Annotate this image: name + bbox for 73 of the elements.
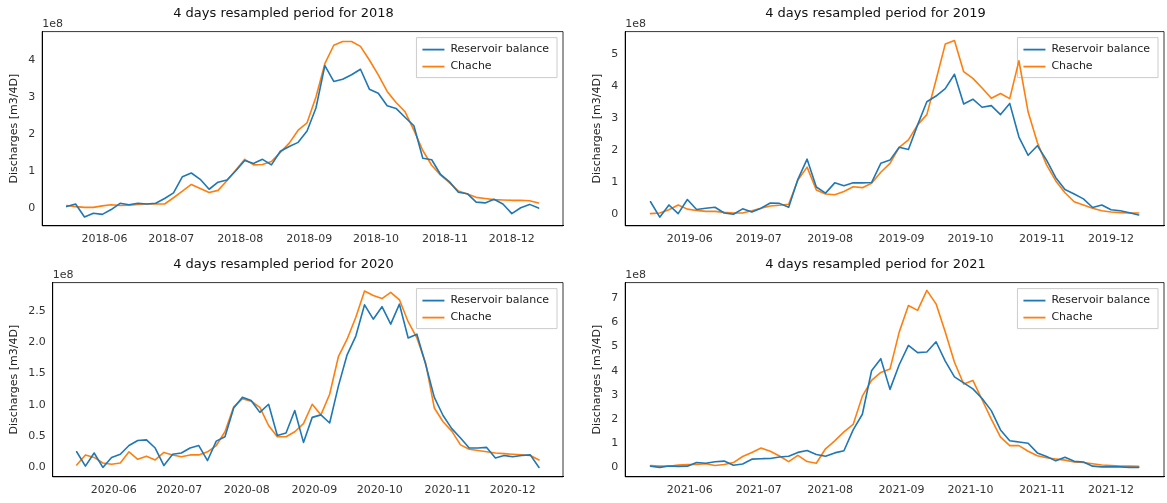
x-tick-label: 2020-06 (90, 483, 137, 497)
x-tick-label: 2021-10 (947, 483, 994, 497)
x-tick-label: 2021-07 (735, 483, 782, 497)
x-tick-label: 2019-10 (947, 232, 994, 246)
y-tick-label: 6 (611, 315, 619, 329)
y-axis-title: Discharges [m3/4D] (7, 324, 21, 435)
y-tick-label: 2 (28, 126, 36, 140)
text: 1e8 (42, 16, 63, 30)
legend-label: Reservoir balance (1051, 293, 1151, 307)
chart-title: 4 days resampled period for 2020 (173, 256, 394, 272)
x-tick-label: 2019-09 (878, 232, 925, 246)
y-tick-label: 5 (611, 47, 619, 61)
y-tick-label: 7 (611, 291, 619, 305)
x-tick-label: 2020-09 (291, 483, 338, 497)
y-tick-label: 3 (28, 89, 36, 103)
x-tick-label: 2018-07 (148, 232, 195, 246)
y-tick-label: 1.0 (28, 397, 46, 411)
x-tick-label: 2019-07 (735, 232, 782, 246)
x-tick-label: 2019-11 (1018, 232, 1065, 246)
legend-label: Chache (450, 310, 492, 324)
y-tick-label: 1.5 (28, 366, 46, 380)
legend-label: Reservoir balance (450, 293, 550, 307)
x-tick-label: 2018-06 (81, 232, 128, 246)
y-axis-title: Discharges [m3/4D] (7, 73, 21, 184)
x-tick-label: 2020-12 (489, 483, 536, 497)
x-tick-label: 2018-08 (217, 232, 264, 246)
x-tick-label: 2020-07 (156, 483, 203, 497)
legend-label: Reservoir balance (1051, 42, 1151, 56)
y-tick-label: 0 (611, 207, 619, 221)
y-axis-title: Discharges [m3/4D] (590, 73, 604, 184)
chart-title: 4 days resampled period for 2018 (173, 5, 394, 21)
y-tick-label: 0.5 (28, 429, 46, 443)
y-tick-label: 1 (611, 175, 619, 189)
chart-title: 4 days resampled period for 2021 (765, 256, 986, 272)
x-tick-label: 2019-08 (807, 232, 854, 246)
x-tick-label: 2020-10 (356, 483, 403, 497)
chart-title: 4 days resampled period for 2019 (765, 5, 986, 21)
x-tick-label: 2020-11 (424, 483, 471, 497)
y-tick-label: 3 (611, 111, 619, 125)
y-tick-label: 3 (611, 387, 619, 401)
x-tick-label: 2020-08 (223, 483, 270, 497)
text: 1e8 (625, 16, 646, 30)
y-tick-label: 2 (611, 411, 619, 425)
y-tick-label: 1 (28, 163, 36, 177)
x-tick-label: 2021-06 (666, 483, 713, 497)
x-tick-label: 2018-11 (422, 232, 469, 246)
y-tick-label: 1 (611, 436, 619, 450)
y-tick-label: 4 (611, 79, 619, 93)
y-tick-label: 0 (28, 200, 36, 214)
x-tick-label: 2021-12 (1088, 483, 1135, 497)
x-tick-label: 2021-11 (1018, 483, 1065, 497)
x-tick-label: 2018-12 (488, 232, 535, 246)
x-tick-label: 2019-12 (1088, 232, 1135, 246)
y-tick-label: 2.5 (28, 303, 46, 317)
y-tick-label: 5 (611, 339, 619, 353)
legend-label: Reservoir balance (450, 42, 550, 56)
text: 1e8 (625, 267, 646, 281)
x-tick-label: 2018-10 (353, 232, 400, 246)
legend-label: Chache (450, 59, 492, 73)
x-tick-label: 2021-09 (878, 483, 925, 497)
x-tick-label: 2018-09 (286, 232, 333, 246)
y-tick-label: 2 (611, 143, 619, 157)
y-tick-label: 0.0 (28, 460, 46, 474)
y-tick-label: 0 (611, 460, 619, 474)
legend-label: Chache (1051, 310, 1093, 324)
y-axis-title: Discharges [m3/4D] (590, 324, 604, 435)
y-tick-label: 4 (28, 52, 36, 66)
legend-label: Chache (1051, 59, 1093, 73)
x-tick-label: 2019-06 (666, 232, 713, 246)
y-tick-label: 2.0 (28, 335, 46, 349)
y-tick-label: 4 (611, 363, 619, 377)
text: 1e8 (52, 267, 74, 281)
x-tick-label: 2021-08 (807, 483, 854, 497)
